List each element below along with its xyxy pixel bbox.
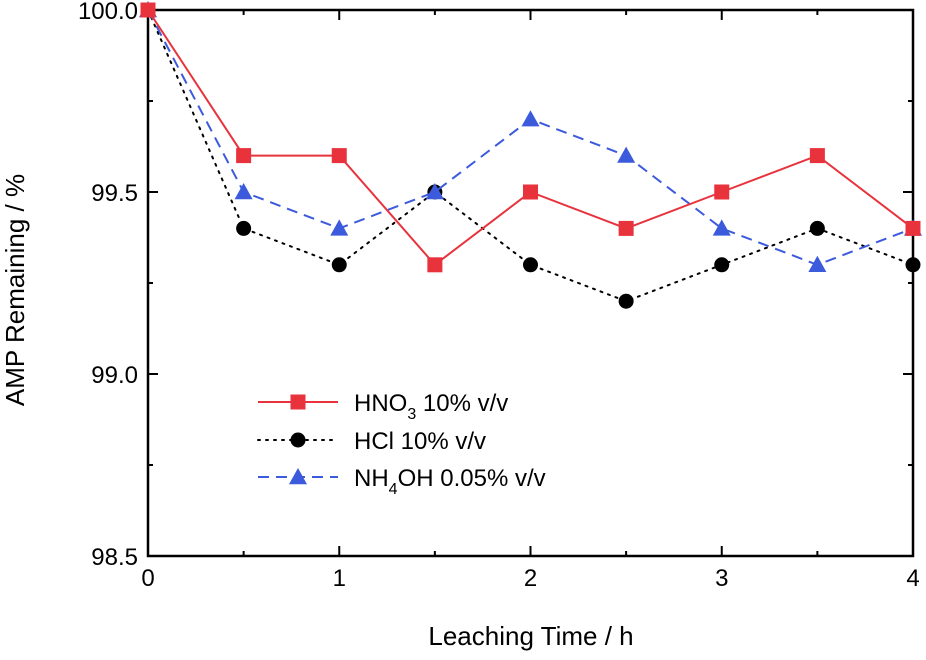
y-tick-label: 99.0: [91, 362, 138, 389]
data-point: [618, 293, 634, 309]
legend-item: HCl 10% v/v: [257, 428, 486, 455]
x-axis-title: Leaching Time / h: [428, 621, 633, 651]
series-line: [147, 9, 914, 266]
data-point: [236, 148, 252, 164]
data-point: [714, 257, 730, 273]
legend: HNO3 10% v/v HCl 10% v/v NH4OH 0.05% v/v: [257, 390, 546, 498]
legend-marker: [289, 468, 307, 485]
y-tick-label: 99.5: [91, 180, 138, 207]
data-point: [809, 220, 825, 236]
legend-item: HNO3 10% v/v: [258, 390, 508, 423]
data-point: [331, 257, 347, 273]
x-tick-label: 3: [715, 565, 728, 592]
data-point: [234, 183, 253, 200]
data-point: [331, 148, 347, 164]
data-point: [425, 183, 444, 200]
y-tick-label: 98.5: [91, 544, 138, 571]
y-tick-label: 100.0: [78, 0, 138, 25]
data-point: [618, 220, 634, 236]
legend-marker: [290, 432, 306, 448]
data-point: [905, 220, 921, 236]
y-axis-title: AMP Remaining / %: [0, 174, 30, 406]
data-point: [427, 257, 443, 273]
data-point: [809, 148, 825, 164]
data-point: [236, 220, 252, 236]
legend-label: HCl 10% v/v: [354, 428, 486, 455]
data-point: [523, 257, 538, 273]
data-point: [905, 257, 921, 273]
data-point: [808, 255, 827, 272]
series-group: [139, 1, 922, 309]
data-point: [140, 2, 156, 18]
x-tick-label: 2: [524, 565, 537, 592]
legend-label: HNO3 10% v/v: [354, 390, 508, 423]
legend-item: NH4OH 0.05% v/v: [258, 465, 546, 498]
series-2: [139, 1, 922, 272]
x-tick-label: 4: [906, 565, 919, 592]
data-point: [714, 184, 730, 200]
data-point: [330, 219, 349, 236]
data-point: [712, 219, 731, 236]
data-point: [617, 146, 636, 163]
data-point: [523, 184, 538, 200]
legend-marker: [290, 394, 306, 410]
legend-label: NH4OH 0.05% v/v: [354, 465, 546, 498]
series-line: [147, 9, 914, 267]
x-tick-label: 0: [141, 565, 154, 592]
series-line: [147, 9, 914, 303]
data-point: [521, 110, 540, 127]
axis-ticks: 0 1 2 3 4 98.5 99.0 99.5 100.0: [78, 0, 920, 592]
series-0: [140, 2, 921, 273]
x-tick-label: 1: [333, 565, 346, 592]
